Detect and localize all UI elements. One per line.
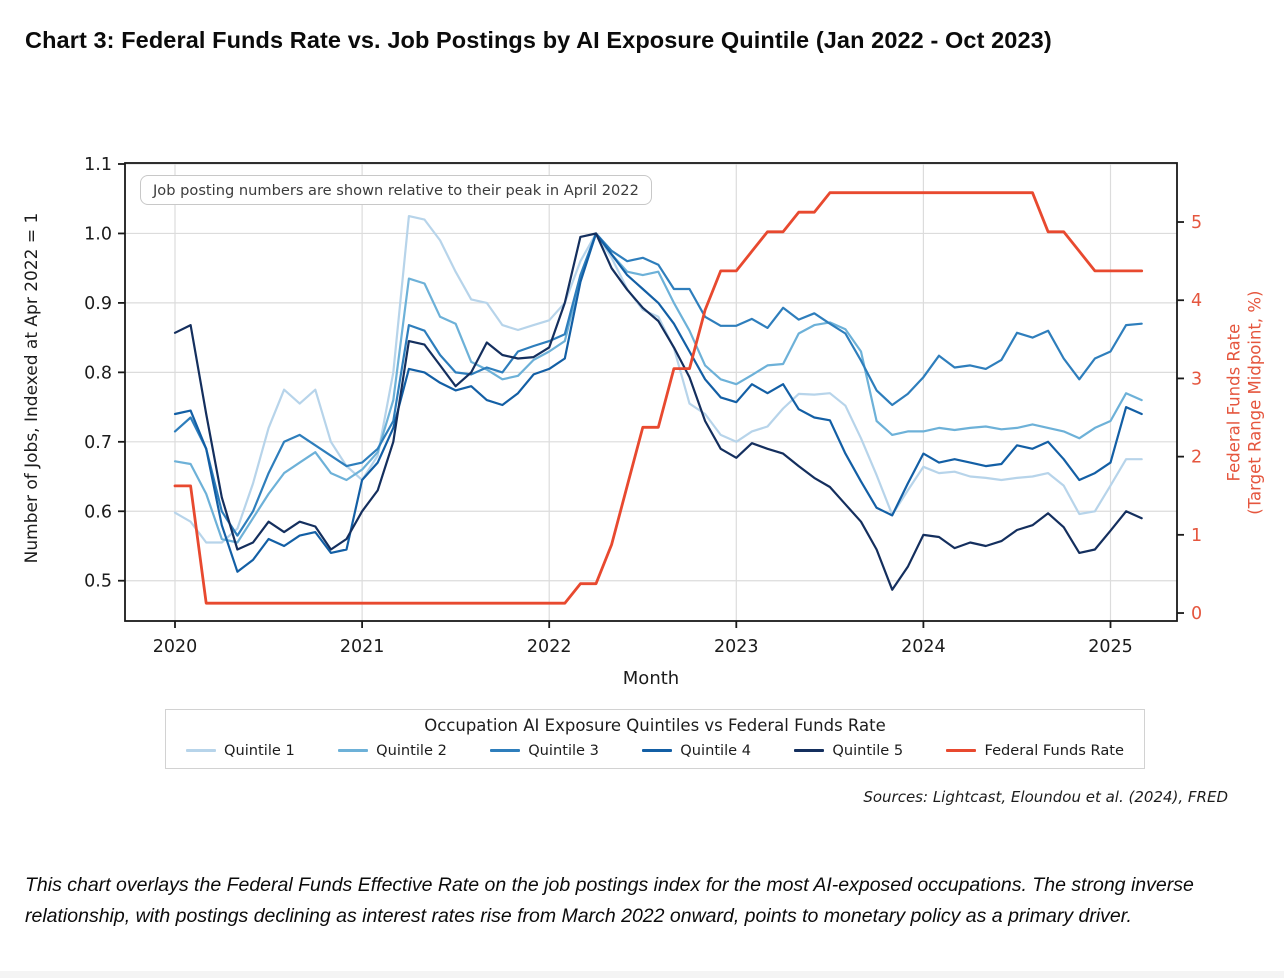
sources-text: Sources: Lightcast, Eloundou et al. (202…: [863, 788, 1228, 806]
bottom-divider: [0, 971, 1284, 978]
chart-area: 2020 2021 2022 2023 2024 2025 0.5 0.6 0.7 0.8 0.9 1…: [22, 155, 1265, 769]
tick-label: 0.7: [84, 433, 112, 453]
chart-annotation: Job posting numbers are shown relative t…: [140, 175, 652, 205]
legend-label: Quintile 4: [680, 742, 752, 759]
series-line-quintile-1: [173, 215, 1143, 544]
legend-label: Quintile 5: [832, 742, 904, 759]
series-line-quintile-3: [173, 232, 1143, 537]
tick-label: 0: [1191, 604, 1202, 624]
legend-item-2: Quintile 2: [338, 742, 447, 759]
chart-canvas: 2020 2021 2022 2023 2024 2025 0.5 0.6 0.7 0.8 0.9 1…: [84, 155, 1202, 657]
legend-item-3: Quintile 3: [490, 742, 599, 759]
legend-item-4: Quintile 4: [642, 742, 751, 759]
right-axis-label-line1: Federal Funds Rate: [1224, 323, 1244, 482]
x-axis-label: Month: [622, 668, 680, 689]
page-title: Chart 3: Federal Funds Rate vs. Job Post…: [25, 27, 1052, 53]
legend-item-5: Quintile 5: [794, 742, 903, 759]
tick-label: 4: [1191, 291, 1202, 311]
series-line-quintile-4: [173, 232, 1143, 573]
tick-label: 1.0: [84, 224, 112, 244]
series-line-quintile-5: [173, 232, 1143, 591]
tick-label: 2022: [527, 637, 572, 657]
legend-swatch: [642, 749, 673, 752]
chart-legend: Occupation AI Exposure Quintiles vs Fede…: [165, 709, 1145, 769]
right-axis-label: Federal Funds Rate (Target Range Midpoin…: [1224, 223, 1265, 583]
legend-label: Quintile 1: [224, 742, 295, 759]
chart-annotation-text: Job posting numbers are shown relative t…: [153, 181, 639, 199]
legend-label: Federal Funds Rate: [984, 742, 1124, 759]
legend-title: Occupation AI Exposure Quintiles vs Fede…: [424, 716, 886, 735]
series-line-quintile-2: [173, 232, 1143, 544]
tick-label: 2025: [1088, 637, 1133, 657]
tick-label: 2021: [340, 637, 385, 657]
tick-label: 1: [1191, 526, 1202, 546]
tick-label: 0.5: [84, 572, 112, 592]
legend-swatch: [490, 749, 521, 752]
legend-swatch: [186, 749, 216, 752]
left-axis-label: Number of Jobs, Indexed at Apr 2022 = 1: [22, 212, 42, 564]
tick-label: 0.9: [84, 294, 112, 314]
legend-entries: Quintile 1 Quintile 2 Quintile 3 Quintile 4…: [166, 742, 1144, 759]
legend-swatch: [946, 749, 977, 752]
tick-label: 5: [1191, 213, 1202, 233]
legend-label: Quintile 2: [376, 742, 447, 759]
legend-swatch: [794, 749, 825, 752]
tick-label: 0.8: [84, 363, 112, 383]
tick-label: 3: [1191, 369, 1202, 389]
plot-border: [124, 162, 1178, 622]
legend-swatch: [338, 749, 369, 752]
right-axis-label-line2: (Target Range Midpoint, %): [1245, 290, 1264, 515]
tick-label: 2023: [714, 637, 759, 657]
series-line-federal-funds-rate: [173, 191, 1144, 605]
chart-caption: This chart overlays the Federal Funds Ef…: [25, 874, 1194, 927]
legend-item-6: Federal Funds Rate: [946, 742, 1124, 759]
tick-label: 2: [1191, 448, 1202, 468]
tick-label: 2020: [153, 637, 198, 657]
legend-label: Quintile 3: [528, 742, 599, 759]
legend-item-1: Quintile 1: [186, 742, 295, 759]
tick-label: 0.6: [84, 502, 112, 522]
tick-label: 1.1: [84, 155, 112, 175]
tick-label: 2024: [901, 637, 946, 657]
